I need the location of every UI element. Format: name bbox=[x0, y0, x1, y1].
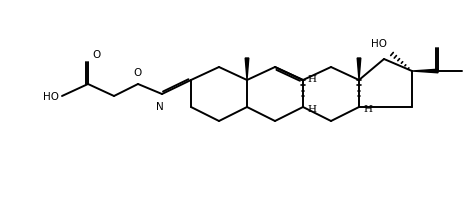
Text: HO: HO bbox=[43, 92, 59, 102]
Polygon shape bbox=[357, 58, 361, 80]
Text: H: H bbox=[307, 105, 316, 113]
Text: O: O bbox=[92, 50, 100, 60]
Text: H: H bbox=[307, 75, 316, 84]
Text: O: O bbox=[134, 68, 142, 78]
Polygon shape bbox=[412, 69, 438, 73]
Text: N: N bbox=[156, 102, 164, 112]
Polygon shape bbox=[245, 58, 249, 80]
Text: HO: HO bbox=[371, 39, 387, 49]
Text: H: H bbox=[363, 105, 372, 113]
